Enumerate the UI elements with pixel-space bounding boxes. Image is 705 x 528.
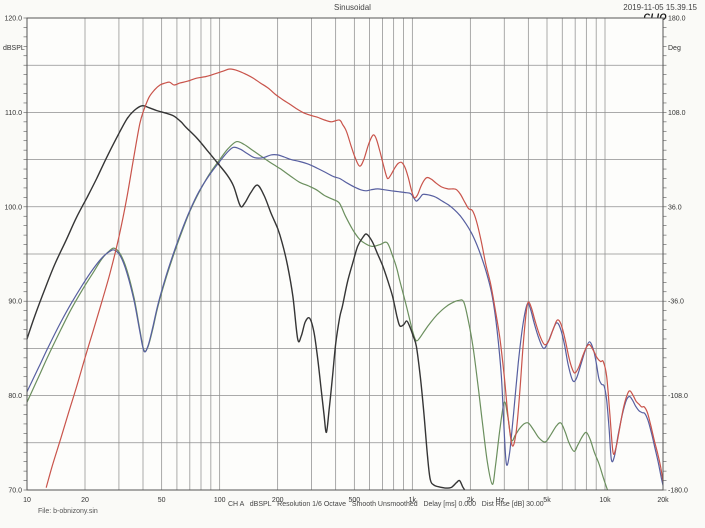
red-curve [45,68,663,488]
measurement-settings-line: CH A dBSPL Resolution 1/6 Octave Smooth … [228,501,544,508]
black-curve [27,105,466,490]
y-right-tick-label: -36.0 [668,299,684,306]
x-tick-label: 100 [214,497,226,504]
x-tick-label: 20 [81,497,89,504]
y-right-tick-label: 108.0 [668,110,686,117]
x-tick-label: 20k [657,497,669,504]
y-left-tick-label: 70.0 [8,488,22,495]
x-tick-label: 10k [599,497,611,504]
plot-frame [26,17,664,491]
x-tick-label: 500 [348,497,360,504]
measurement-title: Sinusoidal [334,3,371,12]
x-tick-label: 1k [409,497,417,504]
x-tick-label: 10 [23,497,31,504]
y-left-tick-label: 100.0 [4,204,22,211]
x-tick-label: 200 [272,497,284,504]
file-name-label: File: b-obnizony.sin [38,508,98,515]
blue-curve [27,146,663,489]
y-right-unit-label: Deg [668,45,681,52]
clio-logo: CLIO [643,12,667,22]
y-right-tick-label: 180.0 [668,16,686,23]
y-right-tick-label: 36.0 [668,204,682,211]
y-left-tick-label: 90.0 [8,299,22,306]
y-left-tick-label: 120.0 [4,16,22,23]
y-right-tick-label: -180.0 [668,488,688,495]
y-right-tick-label: -108.0 [668,393,688,400]
x-tick-label: 2k [467,497,475,504]
y-left-tick-label: 110.0 [5,110,22,117]
y-left-tick-label: 80.0 [8,393,22,400]
x-tick-label: 5k [543,497,551,504]
y-left-unit-label: dBSPL [3,45,25,52]
x-tick-label: 50 [158,497,166,504]
timestamp: 2019-11-05 15.39.15 [623,3,697,12]
x-unit-label: Hz [496,497,505,504]
